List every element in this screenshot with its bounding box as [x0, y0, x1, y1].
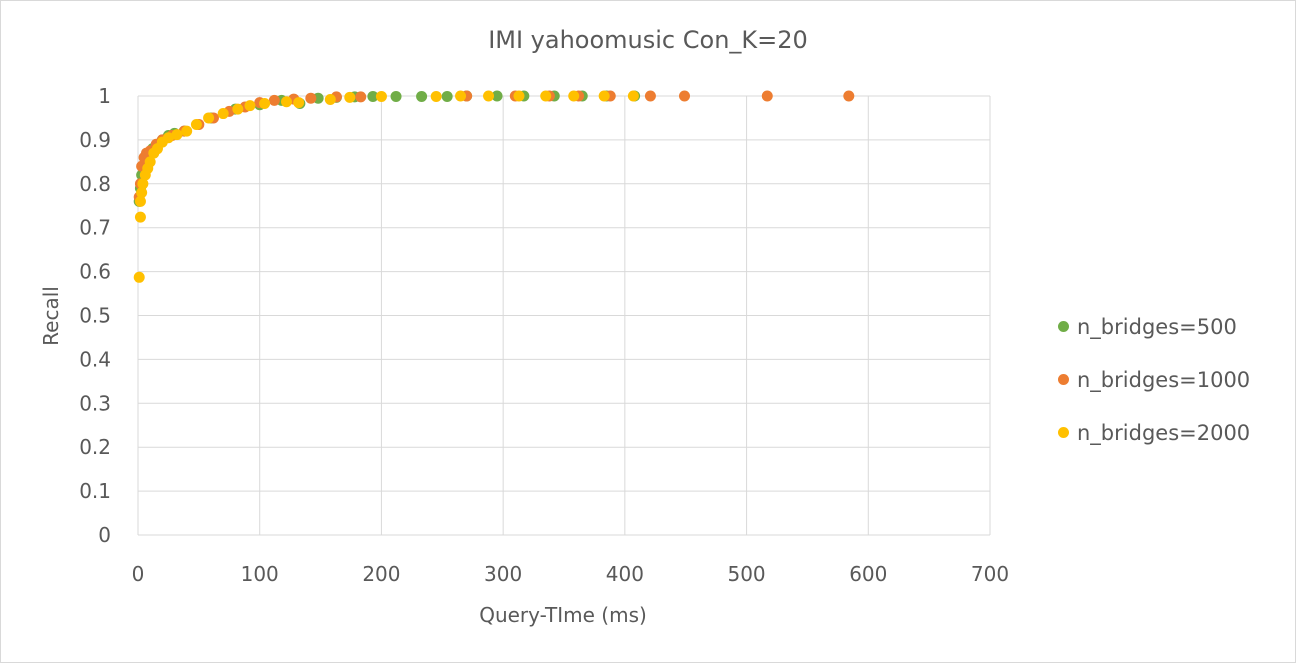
- x-tick-label: 600: [849, 562, 887, 586]
- legend-marker: [1058, 374, 1069, 385]
- y-tick-labels: 0 0.1 0.2 0.3 0.4 0.5 0.6 0.7 0.8 0.9 1: [79, 84, 111, 547]
- data-point-series-1: [843, 90, 855, 102]
- legend-label: n_bridges=2000: [1077, 420, 1251, 445]
- y-tick-label: 0.9: [79, 128, 111, 152]
- data-point-series-0: [390, 90, 402, 102]
- data-point-series-2: [627, 90, 639, 102]
- data-point-series-2: [430, 90, 442, 102]
- legend: n_bridges=500 n_bridges=1000 n_bridges=2…: [1058, 300, 1250, 459]
- y-tick-label: 0: [98, 523, 111, 547]
- data-point-series-2: [483, 90, 495, 102]
- chart-title: IMI yahoomusic Con_K=20: [488, 26, 808, 54]
- x-tick-label: 700: [971, 562, 1009, 586]
- data-point-series-2: [324, 94, 336, 106]
- data-point-series-2: [244, 100, 256, 112]
- data-point-series-2: [280, 96, 292, 108]
- y-tick-label: 1: [98, 84, 111, 108]
- legend-item: n_bridges=2000: [1058, 406, 1250, 459]
- data-point-series-2: [133, 271, 145, 283]
- data-point-series-2: [190, 119, 202, 131]
- y-tick-label: 0.3: [79, 391, 111, 415]
- legend-item: n_bridges=500: [1058, 300, 1250, 353]
- data-point-series-0: [416, 90, 428, 102]
- data-point-series-2: [455, 90, 467, 102]
- data-point-series-2: [136, 187, 148, 199]
- data-point-series-1: [644, 90, 656, 102]
- data-point-series-2: [568, 90, 580, 102]
- x-tick-label: 500: [727, 562, 765, 586]
- data-point-series-2: [134, 195, 146, 207]
- data-point-series-2: [181, 125, 193, 137]
- x-tick-label: 400: [606, 562, 644, 586]
- data-point-series-1: [355, 91, 367, 103]
- x-axis-label: Query-TIme (ms): [479, 603, 647, 627]
- data-point-series-2: [134, 211, 146, 223]
- data-point-series-2: [375, 90, 387, 102]
- data-point-series-2: [598, 90, 610, 102]
- data-point-series-0: [491, 90, 503, 102]
- y-tick-label: 0.7: [79, 216, 111, 240]
- data-point-series-2: [137, 178, 149, 190]
- data-point-series-0: [367, 90, 379, 102]
- legend-marker: [1058, 321, 1069, 332]
- y-tick-label: 0.5: [79, 304, 111, 328]
- x-tick-label: 100: [241, 562, 279, 586]
- legend-marker: [1058, 427, 1069, 438]
- y-tick-label: 0.4: [79, 347, 111, 371]
- data-point-series-2: [203, 112, 215, 124]
- data-point-series-2: [344, 91, 356, 103]
- data-point-series-1: [761, 90, 773, 102]
- data-point-series-2: [259, 97, 271, 109]
- data-point-series-2: [162, 132, 174, 144]
- x-tick-labels: 0 100 200 300 400 500 600 700: [132, 562, 1009, 586]
- x-tick-label: 0: [132, 562, 145, 586]
- y-tick-label: 0.8: [79, 172, 111, 196]
- data-point-series-1: [268, 94, 280, 106]
- y-tick-label: 0.1: [79, 479, 111, 503]
- data-points: [133, 90, 855, 283]
- data-point-series-2: [171, 129, 183, 141]
- data-point-series-2: [513, 90, 525, 102]
- legend-item: n_bridges=1000: [1058, 353, 1250, 406]
- data-point-series-0: [441, 90, 453, 102]
- data-point-series-2: [293, 97, 305, 109]
- x-tick-label: 200: [362, 562, 400, 586]
- data-point-series-2: [540, 90, 552, 102]
- data-point-series-2: [232, 103, 244, 115]
- gridlines: [137, 95, 991, 536]
- data-point-series-1: [305, 92, 317, 104]
- legend-label: n_bridges=500: [1077, 314, 1237, 339]
- data-point-series-2: [144, 156, 156, 168]
- data-point-series-2: [217, 108, 229, 120]
- y-tick-label: 0.2: [79, 435, 111, 459]
- data-point-series-1: [678, 90, 690, 102]
- legend-label: n_bridges=1000: [1077, 367, 1251, 392]
- y-tick-label: 0.6: [79, 260, 111, 284]
- x-tick-label: 300: [484, 562, 522, 586]
